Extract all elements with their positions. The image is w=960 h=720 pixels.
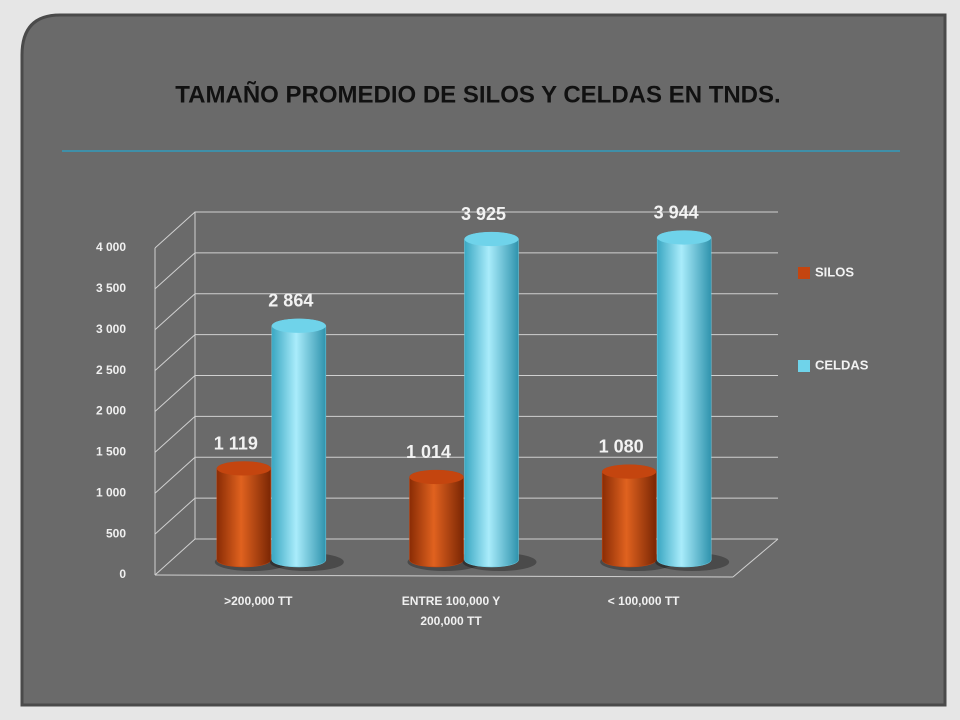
y-tick-label: 4 000 xyxy=(96,240,126,254)
value-label: 1 080 xyxy=(599,436,644,456)
y-tick-label: 0 xyxy=(119,567,126,581)
x-tick-label: ENTRE 100,000 Y 200,000 TT xyxy=(401,594,501,628)
bar-top xyxy=(216,461,271,476)
axis-line xyxy=(154,574,734,578)
bar-top xyxy=(464,232,519,247)
value-label: 3 925 xyxy=(461,204,506,224)
legend-label: SILOS xyxy=(815,264,854,279)
bar-top xyxy=(409,470,464,485)
value-label: 3 944 xyxy=(654,202,699,222)
legend-label: CELDAS xyxy=(815,357,869,372)
grid-line xyxy=(154,415,778,453)
grid-line xyxy=(154,252,778,290)
y-tick-label: 2 500 xyxy=(96,363,126,377)
bar xyxy=(271,318,327,568)
bar xyxy=(601,464,657,568)
grid-line xyxy=(154,456,778,494)
y-tick-label: 3 500 xyxy=(96,281,126,295)
grid-line xyxy=(154,538,778,576)
chart-title: TAMAÑO PROMEDIO DE SILOS Y CELDAS EN TND… xyxy=(175,80,780,108)
grid-line xyxy=(154,497,778,535)
bar-top xyxy=(657,230,712,245)
axis-line xyxy=(732,538,779,578)
bar xyxy=(656,230,712,568)
legend-swatch xyxy=(798,360,810,372)
legend-swatch xyxy=(798,267,810,279)
grid-line xyxy=(154,293,778,331)
bar-top xyxy=(271,318,326,333)
y-tick-label: 1 000 xyxy=(96,485,126,499)
value-label: 1 119 xyxy=(214,433,258,453)
x-tick-label: < 100,000 TT xyxy=(607,594,680,608)
bar xyxy=(216,461,272,568)
value-label: 1 014 xyxy=(406,442,451,462)
value-label: 2 864 xyxy=(268,291,313,311)
x-tick-label: >200,000 TT xyxy=(224,594,293,608)
y-tick-label: 3 000 xyxy=(96,322,126,336)
grid-line xyxy=(154,211,778,249)
y-tick-label: 1 500 xyxy=(96,445,126,459)
y-tick-label: 500 xyxy=(106,526,126,540)
grid-line xyxy=(154,375,778,412)
bar-top xyxy=(602,464,657,479)
grid-line xyxy=(154,334,778,371)
bar xyxy=(464,231,519,568)
y-tick-label: 2 000 xyxy=(96,404,126,418)
bar xyxy=(409,469,464,568)
